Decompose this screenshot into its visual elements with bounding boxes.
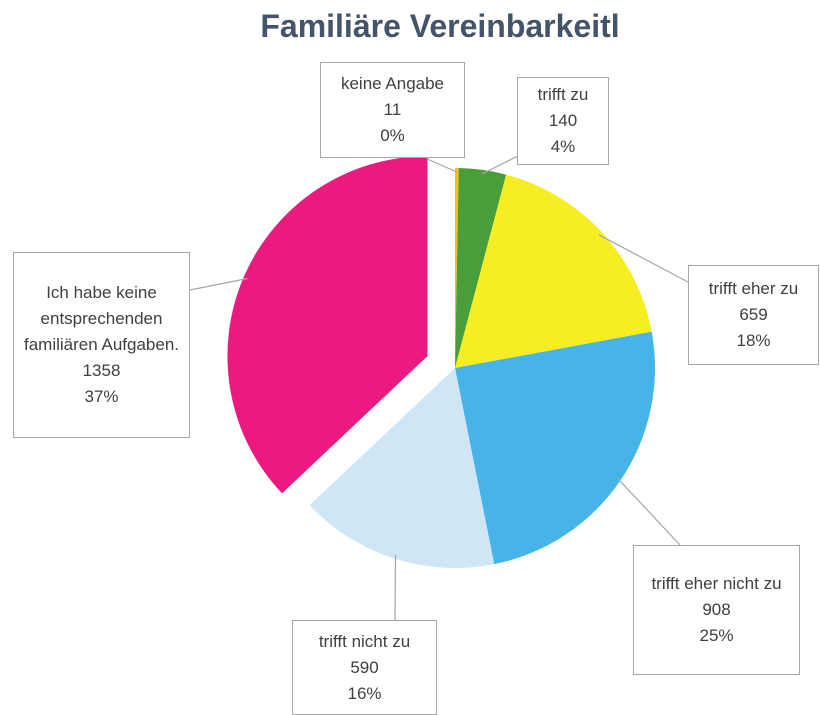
label-percent: 25% bbox=[699, 626, 734, 645]
label-value: 11 bbox=[383, 100, 402, 119]
pie-slice bbox=[455, 168, 459, 368]
label-category: trifft eher zu bbox=[708, 279, 799, 298]
leader-line bbox=[189, 277, 248, 291]
pie-slice bbox=[309, 368, 495, 568]
label-category: trifft eher nicht zu bbox=[651, 574, 782, 593]
label-value: 659 bbox=[739, 305, 768, 324]
pie-slice bbox=[227, 156, 428, 494]
data-label: Ich habe keine entsprechenden familiären… bbox=[13, 252, 190, 438]
data-label: trifft zu 140 4% bbox=[517, 77, 609, 165]
pie-slice bbox=[455, 174, 652, 368]
label-category: Ich habe keine entsprechenden familiären… bbox=[24, 283, 179, 354]
leader-line bbox=[424, 157, 458, 173]
data-label: trifft eher zu 659 18% bbox=[688, 265, 819, 365]
leader-line bbox=[616, 477, 681, 546]
label-value: 908 bbox=[702, 600, 731, 619]
data-label: keine Angabe 11 0% bbox=[320, 62, 465, 158]
label-category: keine Angabe bbox=[340, 74, 445, 93]
label-category: trifft nicht zu bbox=[318, 631, 411, 651]
pie-slice bbox=[455, 331, 655, 565]
label-value: 590 bbox=[350, 657, 379, 677]
label-percent: 18% bbox=[736, 331, 771, 350]
label-category: trifft zu bbox=[537, 85, 589, 104]
label-percent: 0% bbox=[380, 126, 405, 145]
data-label: trifft eher nicht zu 908 25% bbox=[633, 545, 800, 675]
label-value: 1358 bbox=[82, 361, 121, 380]
pie-slice bbox=[455, 168, 507, 368]
label-percent: 16% bbox=[347, 683, 382, 703]
leader-line bbox=[598, 234, 689, 283]
label-percent: 37% bbox=[84, 387, 119, 406]
label-percent: 4% bbox=[550, 137, 576, 156]
data-label: trifft nicht zu 590 16% bbox=[292, 620, 437, 715]
label-value: 140 bbox=[548, 111, 578, 130]
chart-title: Familiäre Vereinbarkeitl bbox=[260, 8, 620, 44]
